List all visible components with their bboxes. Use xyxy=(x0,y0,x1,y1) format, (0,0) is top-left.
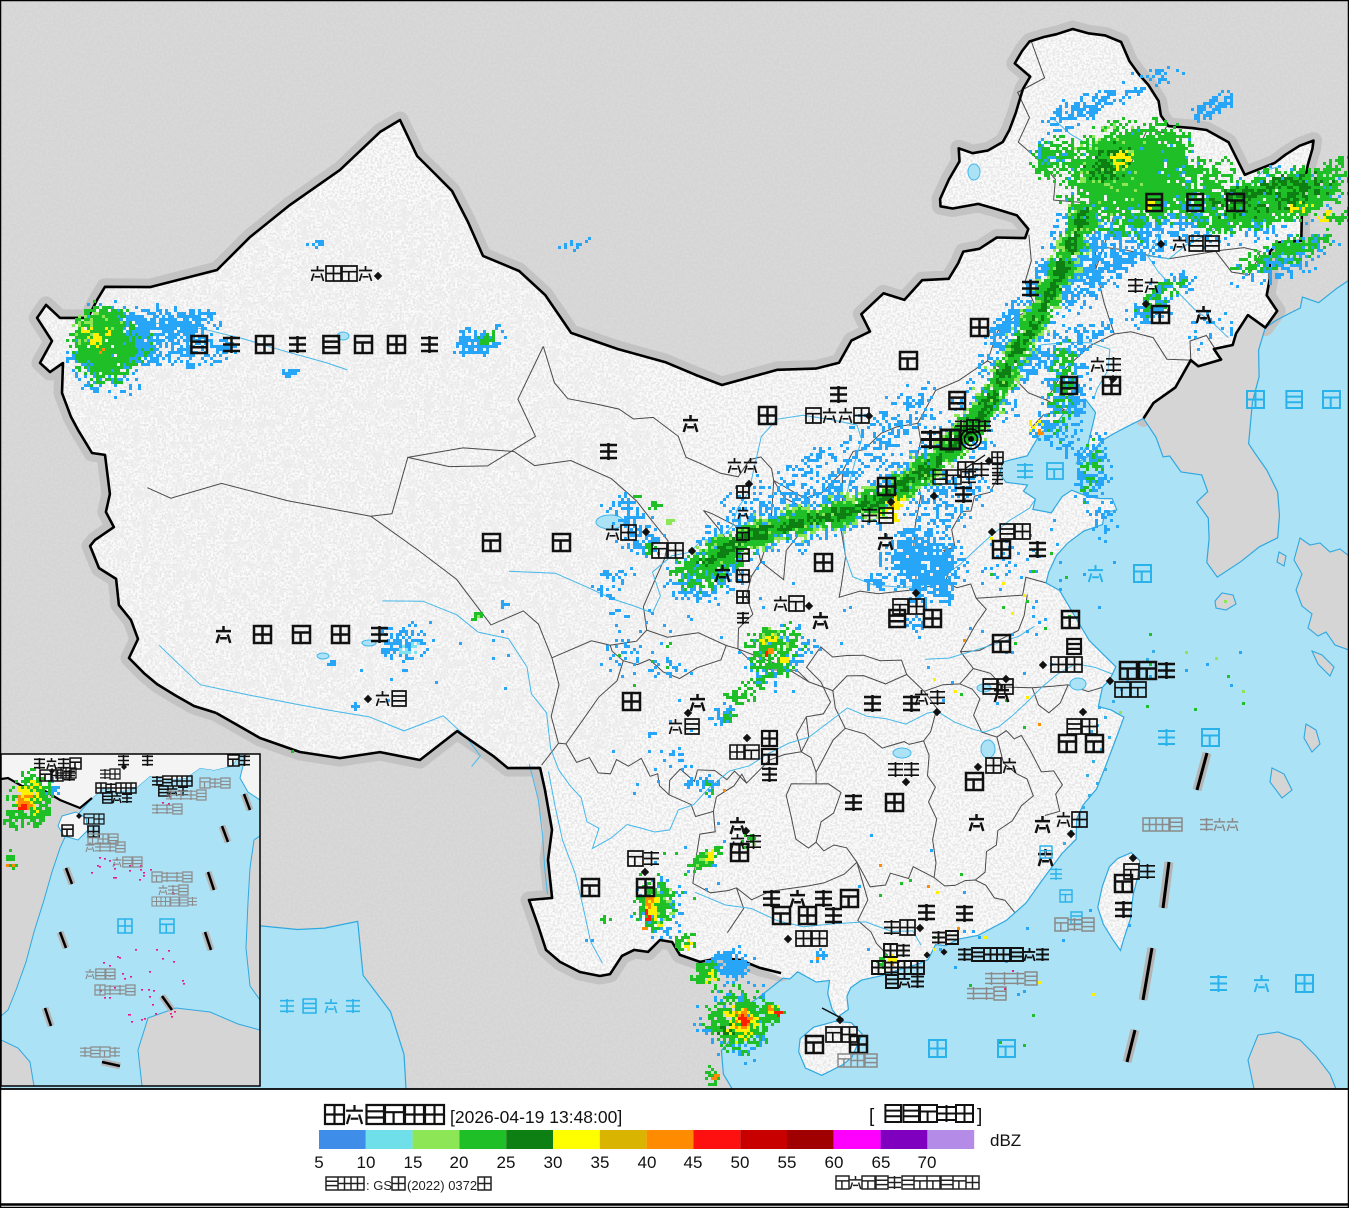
svg-text:dBZ: dBZ xyxy=(990,1131,1021,1150)
svg-text:(2022) 0372: (2022) 0372 xyxy=(407,1178,477,1193)
svg-text:: GS: : GS xyxy=(366,1178,392,1193)
svg-text:15: 15 xyxy=(404,1153,423,1172)
svg-text:10: 10 xyxy=(357,1153,376,1172)
svg-text:30: 30 xyxy=(544,1153,563,1172)
svg-text:20: 20 xyxy=(450,1153,469,1172)
svg-text:35: 35 xyxy=(591,1153,610,1172)
svg-text:50: 50 xyxy=(731,1153,750,1172)
svg-text:45: 45 xyxy=(684,1153,703,1172)
svg-text:5: 5 xyxy=(314,1153,323,1172)
svg-text:[2026-04-19 13:48:00]: [2026-04-19 13:48:00] xyxy=(450,1107,622,1127)
svg-text:60: 60 xyxy=(825,1153,844,1172)
svg-text:65: 65 xyxy=(872,1153,891,1172)
svg-text:25: 25 xyxy=(497,1153,516,1172)
svg-text:40: 40 xyxy=(638,1153,657,1172)
svg-text:[: [ xyxy=(869,1106,875,1127)
svg-text:70: 70 xyxy=(918,1153,937,1172)
svg-text:]: ] xyxy=(977,1106,982,1127)
svg-text:55: 55 xyxy=(778,1153,797,1172)
